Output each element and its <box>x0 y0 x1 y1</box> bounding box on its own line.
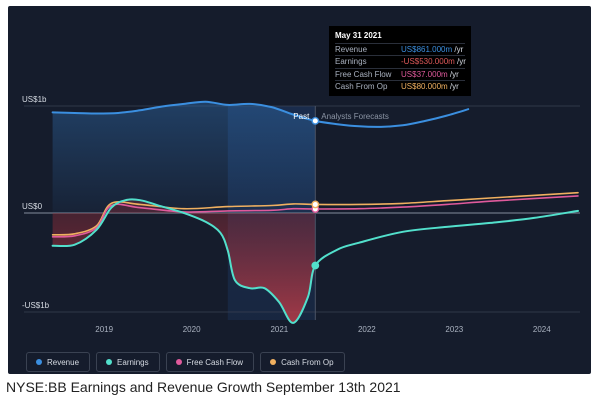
tooltip-value: US$37.000m <box>401 69 448 79</box>
tooltip-row-revenue: Revenue US$861.000m /yr <box>335 42 465 56</box>
tooltip-unit: /yr <box>447 69 459 79</box>
x-tick-label: 2022 <box>358 325 376 334</box>
tooltip-row-free-cash-flow: Free Cash Flow US$37.000m /yr <box>335 67 465 81</box>
tooltip-label: Free Cash Flow <box>335 69 392 79</box>
legend-item-earnings[interactable]: Earnings <box>96 352 160 372</box>
legend-label: Free Cash Flow <box>186 357 244 367</box>
forecast-label: Analysts Forecasts <box>321 112 389 121</box>
earnings-line <box>51 198 579 324</box>
x-tick-label: 2020 <box>183 325 201 334</box>
tooltip-unit: /yr <box>452 44 464 54</box>
tooltip-unit: /yr <box>447 82 459 91</box>
free-cash-flow-line <box>51 195 579 238</box>
x-tick-label: 2019 <box>95 325 113 334</box>
legend-dot-icon <box>36 359 42 365</box>
tooltip-label: Cash From Op <box>335 82 388 91</box>
x-tick-label: 2021 <box>270 325 288 334</box>
tooltip-value: US$80.000m <box>401 82 448 91</box>
legend-item-free-cash-flow[interactable]: Free Cash Flow <box>165 352 255 372</box>
tooltip-row-cash-from-op: Cash From Op US$80.000m /yr <box>335 80 465 93</box>
tooltip-unit: /yr <box>454 57 466 66</box>
earnings-marker <box>311 261 320 270</box>
revenue-area <box>52 101 316 213</box>
cash-from-op-marker <box>311 200 320 209</box>
cash-from-op-line <box>51 191 579 236</box>
legend-label: Revenue <box>47 357 80 367</box>
tooltip-date: May 31 2021 <box>335 31 382 40</box>
y-tick-label: -US$1b <box>22 301 50 310</box>
legend-item-cash-from-op[interactable]: Cash From Op <box>260 352 345 372</box>
legend-item-revenue[interactable]: Revenue <box>26 352 91 372</box>
x-tick-label: 2023 <box>445 325 463 334</box>
legend-label: Cash From Op <box>281 357 334 367</box>
chart-caption: NYSE:BB Earnings and Revenue Growth Sept… <box>6 379 401 395</box>
legend-label: Earnings <box>117 357 149 367</box>
y-tick-label: US$1b <box>22 95 47 104</box>
tooltip-value: -US$530.000m <box>401 57 455 66</box>
earnings-revenue-chart: US$1b US$0 -US$1b 2019 2020 2021 2022 2023 2024 P… <box>22 95 580 334</box>
legend-dot-icon <box>106 359 113 365</box>
earnings-area <box>52 199 316 323</box>
revenue-line <box>51 100 470 128</box>
tooltip-label: Revenue <box>335 44 368 54</box>
chart-panel: US$1b US$0 -US$1b 2019 2020 2021 2022 2023 2024 P… <box>8 6 591 374</box>
y-tick-label: US$0 <box>22 202 43 211</box>
x-tick-label: 2024 <box>533 325 551 334</box>
legend-dot-icon <box>175 359 182 365</box>
revenue-marker <box>311 116 320 125</box>
tooltip-row-earnings: Earnings -US$530.000m /yr <box>335 55 466 68</box>
data-tooltip: May 31 2021 Revenue US$861.000m /yr Earn… <box>329 26 471 96</box>
tooltip-label: Earnings <box>335 57 367 66</box>
legend-dot-icon <box>270 359 277 365</box>
past-label: Past <box>293 112 310 121</box>
tooltip-value: US$861.000m <box>401 44 453 54</box>
legend: Revenue Earnings Free Cash Flow Cash Fro… <box>26 352 345 374</box>
